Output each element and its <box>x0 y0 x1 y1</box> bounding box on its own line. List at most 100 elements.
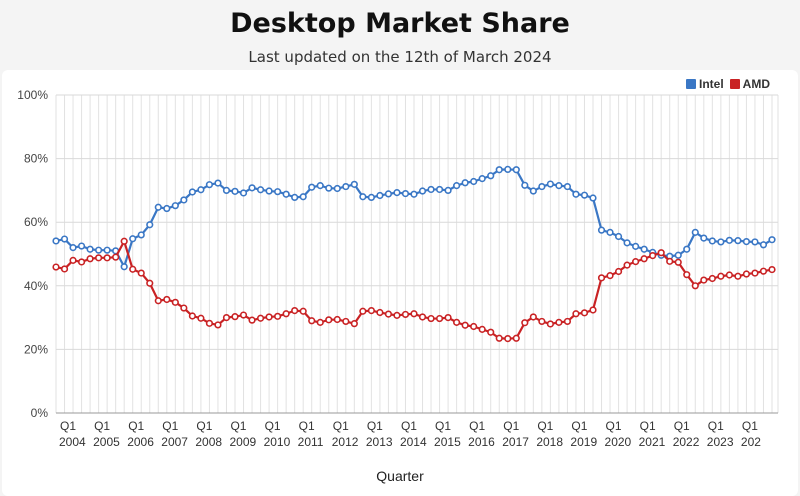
x-tick-label-quarter: Q1 <box>435 419 451 433</box>
data-point-amd <box>512 334 520 342</box>
x-tick-label-year: 2008 <box>195 435 222 449</box>
data-point-amd <box>742 270 751 278</box>
x-tick-label-year: 2006 <box>127 435 154 449</box>
data-point-amd <box>163 295 171 304</box>
data-point-intel <box>146 221 154 229</box>
data-point-intel <box>248 184 256 192</box>
data-point-amd <box>674 258 682 266</box>
data-point-amd <box>69 256 77 264</box>
data-point-amd <box>444 314 452 322</box>
legend-swatch-amd <box>729 79 740 89</box>
data-point-intel <box>470 177 478 186</box>
data-point-amd <box>734 272 742 280</box>
x-tick-label-quarter: Q1 <box>333 419 349 433</box>
data-point-amd <box>632 258 640 266</box>
data-point-amd <box>325 316 333 324</box>
data-point-amd <box>751 269 759 277</box>
data-point-intel <box>154 203 162 211</box>
data-point-intel <box>572 190 580 198</box>
y-tick-label: 60% <box>24 215 48 229</box>
data-point-amd <box>171 298 179 306</box>
y-tick-label: 40% <box>24 279 48 293</box>
data-point-intel <box>316 182 324 190</box>
data-point-amd <box>487 328 495 336</box>
data-point-amd <box>350 320 358 328</box>
x-tick-label-year: 2018 <box>536 435 563 449</box>
data-point-amd <box>546 320 554 328</box>
x-tick-label-quarter: Q1 <box>94 419 110 433</box>
legend-item-amd[interactable]: AMD <box>729 77 770 91</box>
x-tick-label-quarter: Q1 <box>742 419 758 433</box>
data-point-intel <box>308 183 316 191</box>
x-tick-label-year: 2020 <box>605 435 632 449</box>
data-point-intel <box>137 231 145 239</box>
data-point-amd <box>205 319 214 327</box>
data-point-intel <box>487 172 495 180</box>
data-point-intel <box>521 181 529 189</box>
data-point-intel <box>742 237 751 246</box>
data-point-amd <box>495 334 503 342</box>
data-point-intel <box>512 166 520 174</box>
data-point-intel <box>359 193 367 201</box>
data-point-intel <box>231 187 239 195</box>
data-point-amd <box>453 318 461 326</box>
data-point-intel <box>171 202 179 210</box>
data-point-intel <box>103 246 111 254</box>
legend-item-intel[interactable]: Intel <box>686 77 724 91</box>
data-point-intel <box>623 239 631 247</box>
x-tick-label-year: 2022 <box>673 435 700 449</box>
data-point-amd <box>265 313 273 321</box>
data-point-intel <box>401 189 410 198</box>
x-tick-label-quarter: Q1 <box>128 419 144 433</box>
data-point-intel <box>538 182 546 191</box>
data-point-amd <box>717 272 725 280</box>
x-tick-label-quarter: Q1 <box>708 419 724 433</box>
data-point-amd <box>197 314 205 322</box>
data-point-amd <box>146 279 154 287</box>
data-point-amd <box>614 267 623 276</box>
data-point-amd <box>478 325 486 333</box>
data-point-amd <box>683 271 691 279</box>
data-point-intel <box>256 186 265 194</box>
data-point-intel <box>674 251 682 259</box>
data-point-amd <box>555 318 563 326</box>
data-point-intel <box>77 242 86 250</box>
x-tick-label-quarter: Q1 <box>401 419 417 433</box>
data-point-intel <box>563 182 572 191</box>
data-point-amd <box>657 249 665 257</box>
data-point-amd <box>129 265 137 273</box>
x-tick-label-year: 2004 <box>59 435 86 449</box>
x-tick-label-year: 2007 <box>161 435 188 449</box>
data-point-intel <box>555 182 563 190</box>
x-tick-label-year: 2012 <box>332 435 359 449</box>
data-point-intel <box>418 187 427 195</box>
y-tick-label: 20% <box>24 342 48 356</box>
x-tick-label-quarter: Q1 <box>60 419 76 433</box>
data-point-amd <box>77 258 86 266</box>
data-point-intel <box>274 188 282 196</box>
y-tick-label: 100% <box>17 88 48 102</box>
x-tick-label-quarter: Q1 <box>571 419 587 433</box>
data-point-intel <box>751 238 759 246</box>
data-point-intel <box>614 232 623 241</box>
data-point-amd <box>342 317 350 326</box>
data-point-amd <box>759 267 768 275</box>
data-point-intel <box>180 196 188 204</box>
data-point-intel <box>60 235 69 243</box>
data-point-amd <box>529 313 537 321</box>
x-tick-label-quarter: Q1 <box>674 419 690 433</box>
data-point-intel <box>606 228 614 236</box>
data-point-intel <box>265 187 273 195</box>
chart-legend[interactable]: Intel AMD <box>686 77 770 91</box>
data-point-intel <box>589 194 597 202</box>
x-tick-label-quarter: Q1 <box>196 419 212 433</box>
x-tick-label-year: 2021 <box>639 435 666 449</box>
data-point-amd <box>700 276 708 284</box>
data-point-amd <box>435 314 444 323</box>
data-point-amd <box>384 310 393 318</box>
data-point-intel <box>120 263 128 271</box>
data-point-amd <box>222 314 231 322</box>
data-point-amd <box>410 310 418 318</box>
x-tick-label-year: 2011 <box>298 435 324 449</box>
